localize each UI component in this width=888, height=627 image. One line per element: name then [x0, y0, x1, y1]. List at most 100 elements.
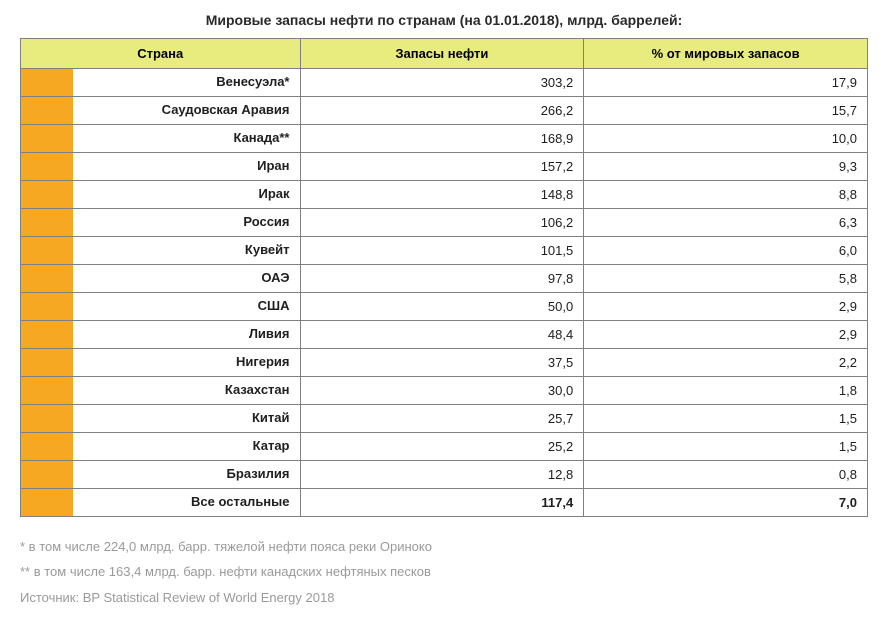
footnote-1: * в том числе 224,0 млрд. барр. тяжелой … — [20, 535, 868, 558]
cell-country: Китай — [21, 405, 301, 433]
cell-reserves: 97,8 — [300, 265, 584, 293]
cell-pct: 1,5 — [584, 405, 868, 433]
cell-country: Катар — [21, 433, 301, 461]
table-row: Катар25,21,5 — [21, 433, 868, 461]
cell-pct: 0,8 — [584, 461, 868, 489]
row-accent — [21, 321, 73, 348]
cell-reserves: 12,8 — [300, 461, 584, 489]
cell-country: США — [21, 293, 301, 321]
table-row: Ирак148,88,8 — [21, 181, 868, 209]
country-name: Ирак — [73, 181, 300, 208]
cell-country: Венесуэла* — [21, 69, 301, 97]
cell-pct: 8,8 — [584, 181, 868, 209]
table-row: Иран157,29,3 — [21, 153, 868, 181]
country-name: США — [73, 293, 300, 320]
footnote-2: ** в том числе 163,4 млрд. барр. нефти к… — [20, 560, 868, 583]
cell-pct: 6,0 — [584, 237, 868, 265]
country-name: Все остальные — [73, 489, 300, 516]
cell-pct: 2,9 — [584, 293, 868, 321]
cell-reserves: 157,2 — [300, 153, 584, 181]
col-country: Страна — [21, 39, 301, 69]
cell-country: Россия — [21, 209, 301, 237]
row-accent — [21, 293, 73, 320]
row-accent — [21, 181, 73, 208]
cell-reserves: 50,0 — [300, 293, 584, 321]
cell-reserves: 168,9 — [300, 125, 584, 153]
table-row: Нигерия37,52,2 — [21, 349, 868, 377]
row-accent — [21, 377, 73, 404]
row-accent — [21, 97, 73, 124]
cell-pct: 15,7 — [584, 97, 868, 125]
table-row: Россия106,26,3 — [21, 209, 868, 237]
cell-reserves: 266,2 — [300, 97, 584, 125]
cell-pct: 1,8 — [584, 377, 868, 405]
cell-reserves: 303,2 — [300, 69, 584, 97]
cell-reserves: 37,5 — [300, 349, 584, 377]
cell-country: Иран — [21, 153, 301, 181]
country-name: Китай — [73, 405, 300, 432]
cell-pct: 5,8 — [584, 265, 868, 293]
cell-pct: 7,0 — [584, 489, 868, 517]
oil-reserves-table: Страна Запасы нефти % от мировых запасов… — [20, 38, 868, 517]
table-row: Казахстан30,01,8 — [21, 377, 868, 405]
country-name: Ливия — [73, 321, 300, 348]
cell-reserves: 106,2 — [300, 209, 584, 237]
cell-country: Канада** — [21, 125, 301, 153]
cell-country: Кувейт — [21, 237, 301, 265]
country-name: Нигерия — [73, 349, 300, 376]
col-pct: % от мировых запасов — [584, 39, 868, 69]
country-name: Казахстан — [73, 377, 300, 404]
cell-pct: 2,2 — [584, 349, 868, 377]
cell-pct: 17,9 — [584, 69, 868, 97]
country-name: Катар — [73, 433, 300, 460]
cell-reserves: 117,4 — [300, 489, 584, 517]
row-accent — [21, 461, 73, 488]
cell-country: Нигерия — [21, 349, 301, 377]
cell-country: Бразилия — [21, 461, 301, 489]
table-row: Бразилия12,80,8 — [21, 461, 868, 489]
country-name: Кувейт — [73, 237, 300, 264]
country-name: Бразилия — [73, 461, 300, 488]
cell-country: Все остальные — [21, 489, 301, 517]
country-name: Венесуэла* — [73, 69, 300, 96]
cell-country: Саудовская Аравия — [21, 97, 301, 125]
table-title: Мировые запасы нефти по странам (на 01.0… — [20, 12, 868, 28]
cell-country: Ирак — [21, 181, 301, 209]
table-row: Все остальные117,47,0 — [21, 489, 868, 517]
country-name: Россия — [73, 209, 300, 236]
cell-reserves: 148,8 — [300, 181, 584, 209]
table-row: Саудовская Аравия266,215,7 — [21, 97, 868, 125]
table-header-row: Страна Запасы нефти % от мировых запасов — [21, 39, 868, 69]
row-accent — [21, 349, 73, 376]
row-accent — [21, 433, 73, 460]
cell-country: Ливия — [21, 321, 301, 349]
cell-pct: 2,9 — [584, 321, 868, 349]
table-row: ОАЭ97,85,8 — [21, 265, 868, 293]
cell-reserves: 101,5 — [300, 237, 584, 265]
cell-pct: 6,3 — [584, 209, 868, 237]
row-accent — [21, 489, 73, 516]
cell-pct: 9,3 — [584, 153, 868, 181]
row-accent — [21, 237, 73, 264]
footnote-source: Источник: BP Statistical Review of World… — [20, 586, 868, 609]
table-row: Канада**168,910,0 — [21, 125, 868, 153]
table-row: Кувейт101,56,0 — [21, 237, 868, 265]
country-name: ОАЭ — [73, 265, 300, 292]
cell-country: ОАЭ — [21, 265, 301, 293]
table-row: Китай25,71,5 — [21, 405, 868, 433]
row-accent — [21, 69, 73, 96]
cell-reserves: 48,4 — [300, 321, 584, 349]
country-name: Иран — [73, 153, 300, 180]
row-accent — [21, 125, 73, 152]
cell-pct: 10,0 — [584, 125, 868, 153]
table-row: Венесуэла*303,217,9 — [21, 69, 868, 97]
country-name: Канада** — [73, 125, 300, 152]
footnotes: * в том числе 224,0 млрд. барр. тяжелой … — [20, 535, 868, 609]
table-row: США50,02,9 — [21, 293, 868, 321]
cell-country: Казахстан — [21, 377, 301, 405]
row-accent — [21, 153, 73, 180]
col-reserves: Запасы нефти — [300, 39, 584, 69]
country-name: Саудовская Аравия — [73, 97, 300, 124]
row-accent — [21, 405, 73, 432]
row-accent — [21, 265, 73, 292]
